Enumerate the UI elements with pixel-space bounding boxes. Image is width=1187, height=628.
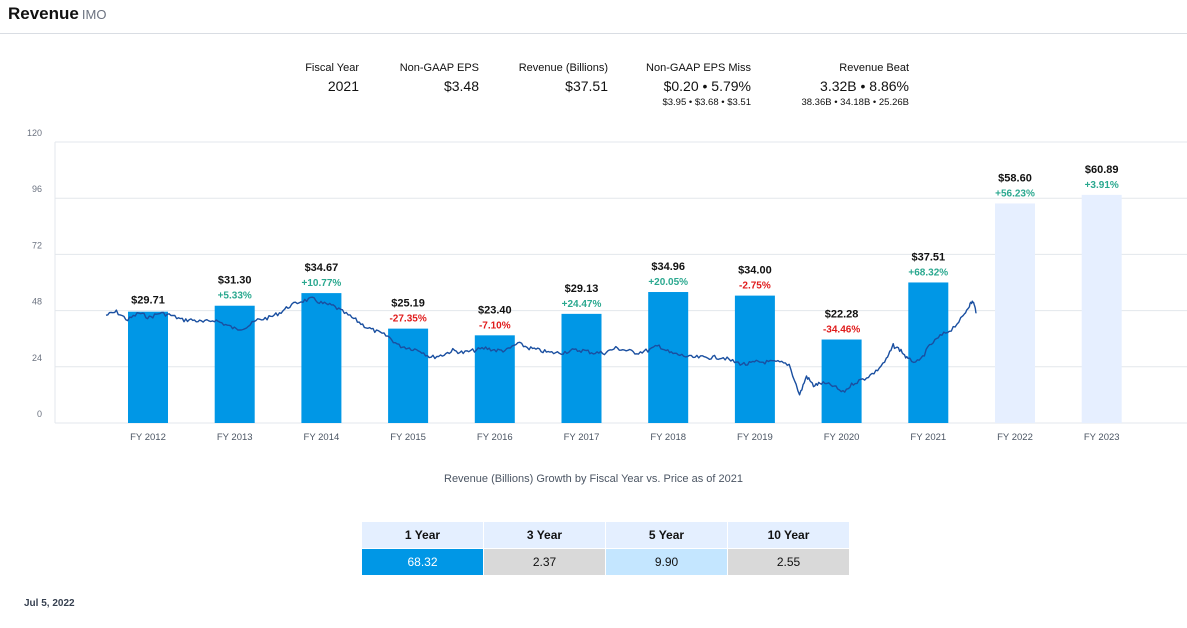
x-tick-label: FY 2012: [130, 432, 166, 443]
stat-value: 2021: [327, 78, 359, 94]
revenue-chart: 0 24 48 72 96 120 $29.71 FY 2012 $31.30 +5.33% FY …: [27, 128, 1187, 443]
x-tick-label: FY 2013: [217, 432, 253, 443]
growth-value-10-year: 2.55: [728, 549, 849, 575]
growth-header-3-year: 3 Year: [484, 522, 605, 548]
growth-header-5-year: 5 Year: [606, 522, 727, 548]
x-tick-label: FY 2016: [477, 432, 513, 443]
stat-label: Non-GAAP EPS Miss: [646, 62, 751, 74]
bar-growth-label: +20.05%: [648, 277, 688, 288]
y-tick-label: 120: [27, 128, 42, 138]
stat-eps-miss: Non-GAAP EPS Miss $0.20 • 5.79% $3.95 • …: [640, 62, 751, 108]
bar-value-label: $60.89: [1085, 164, 1119, 176]
growth-value-3-year: 2.37: [484, 549, 605, 575]
page-header: Revenue IMO: [0, 0, 1187, 34]
bar-value-label: $31.30: [218, 275, 252, 287]
growth-value-1-year: 68.32: [362, 549, 483, 575]
bar-value-label: $25.19: [391, 298, 425, 310]
growth-value-5-year: 9.90: [606, 549, 727, 575]
chart-caption: Revenue (Billions) Growth by Fiscal Year…: [444, 473, 743, 485]
x-tick-label: FY 2022: [997, 432, 1033, 443]
growth-header-10-year: 10 Year: [728, 522, 849, 548]
price-line: [105, 296, 977, 396]
stat-fiscal-year: Fiscal Year 2021: [290, 62, 359, 94]
ticker-label: IMO: [81, 7, 107, 22]
y-tick-label: 48: [32, 297, 42, 307]
x-tick-label: FY 2020: [824, 432, 860, 443]
bar-value-label: $58.60: [998, 172, 1032, 184]
bar-value-label: $34.00: [738, 265, 772, 277]
y-tick-label: 24: [32, 353, 42, 363]
stat-value: 3.32B • 8.86%: [820, 78, 909, 94]
revenue-bar: [1081, 194, 1122, 423]
y-tick-label: 0: [37, 409, 42, 419]
revenue-bar: [734, 295, 775, 423]
growth-table-value-row: 68.32 2.37 9.90 2.55: [362, 549, 849, 575]
stat-label: Non-GAAP EPS: [399, 62, 479, 74]
x-tick-label: FY 2017: [564, 432, 600, 443]
stat-revenue: Revenue (Billions) $37.51: [508, 62, 608, 94]
bar-growth-label: +68.32%: [908, 267, 948, 278]
growth-table: 1 Year 3 Year 5 Year 10 Year 68.32 2.37 …: [361, 521, 850, 576]
as-of-date: Jul 5, 2022: [24, 598, 75, 609]
x-tick-label: FY 2019: [737, 432, 773, 443]
bar-growth-label: +3.91%: [1085, 180, 1119, 191]
stat-label: Fiscal Year: [305, 62, 359, 74]
x-tick-label: FY 2018: [650, 432, 686, 443]
bar-growth-label: -2.75%: [739, 281, 771, 292]
revenue-bar: [388, 328, 429, 423]
x-tick-label: FY 2021: [910, 432, 946, 443]
revenue-bar: [128, 311, 168, 423]
bar-growth-label: +56.23%: [995, 188, 1035, 199]
bar-growth-label: +24.47%: [562, 299, 602, 310]
x-tick-label: FY 2015: [390, 432, 426, 443]
stat-label: Revenue (Billions): [518, 62, 608, 74]
stat-value: $37.51: [565, 78, 608, 94]
revenue-bar: [908, 282, 949, 423]
stat-sub: 38.36B • 34.18B • 25.26B: [801, 97, 909, 108]
bar-value-label: $23.40: [478, 304, 512, 316]
revenue-bar: [995, 203, 1035, 423]
revenue-bar: [301, 293, 342, 423]
y-tick-label: 96: [32, 184, 42, 194]
revenue-bar: [821, 339, 862, 423]
revenue-bar: [561, 313, 602, 423]
bar-growth-label: +5.33%: [218, 291, 252, 302]
bar-value-label: $29.13: [565, 283, 599, 295]
x-tick-label: FY 2023: [1084, 432, 1120, 443]
bar-value-label: $34.67: [305, 262, 339, 274]
bar-growth-label: +10.77%: [302, 278, 342, 289]
stat-non-gaap-eps: Non-GAAP EPS $3.48: [390, 62, 479, 94]
stat-label: Revenue Beat: [839, 62, 909, 74]
revenue-bar: [214, 305, 255, 423]
bar-value-label: $37.51: [911, 251, 945, 263]
bar-growth-label: -34.46%: [823, 325, 860, 336]
growth-table-header-row: 1 Year 3 Year 5 Year 10 Year: [362, 522, 849, 548]
bar-value-label: $29.71: [131, 295, 165, 307]
bar-growth-label: -7.10%: [479, 320, 511, 331]
bar-growth-label: -27.35%: [389, 314, 426, 325]
x-tick-label: FY 2014: [304, 432, 340, 443]
stat-value: $0.20 • 5.79%: [663, 78, 751, 94]
bar-value-label: $22.28: [825, 309, 859, 321]
y-tick-label: 72: [32, 240, 42, 250]
stat-revenue-beat: Revenue Beat 3.32B • 8.86% 38.36B • 34.1…: [780, 62, 909, 108]
page-title: Revenue IMO: [8, 4, 107, 23]
growth-header-1-year: 1 Year: [362, 522, 483, 548]
stat-sub: $3.95 • $3.68 • $3.51: [662, 97, 751, 108]
stat-value: $3.48: [443, 78, 479, 94]
revenue-bar: [648, 292, 689, 423]
bar-value-label: $34.96: [651, 261, 685, 273]
